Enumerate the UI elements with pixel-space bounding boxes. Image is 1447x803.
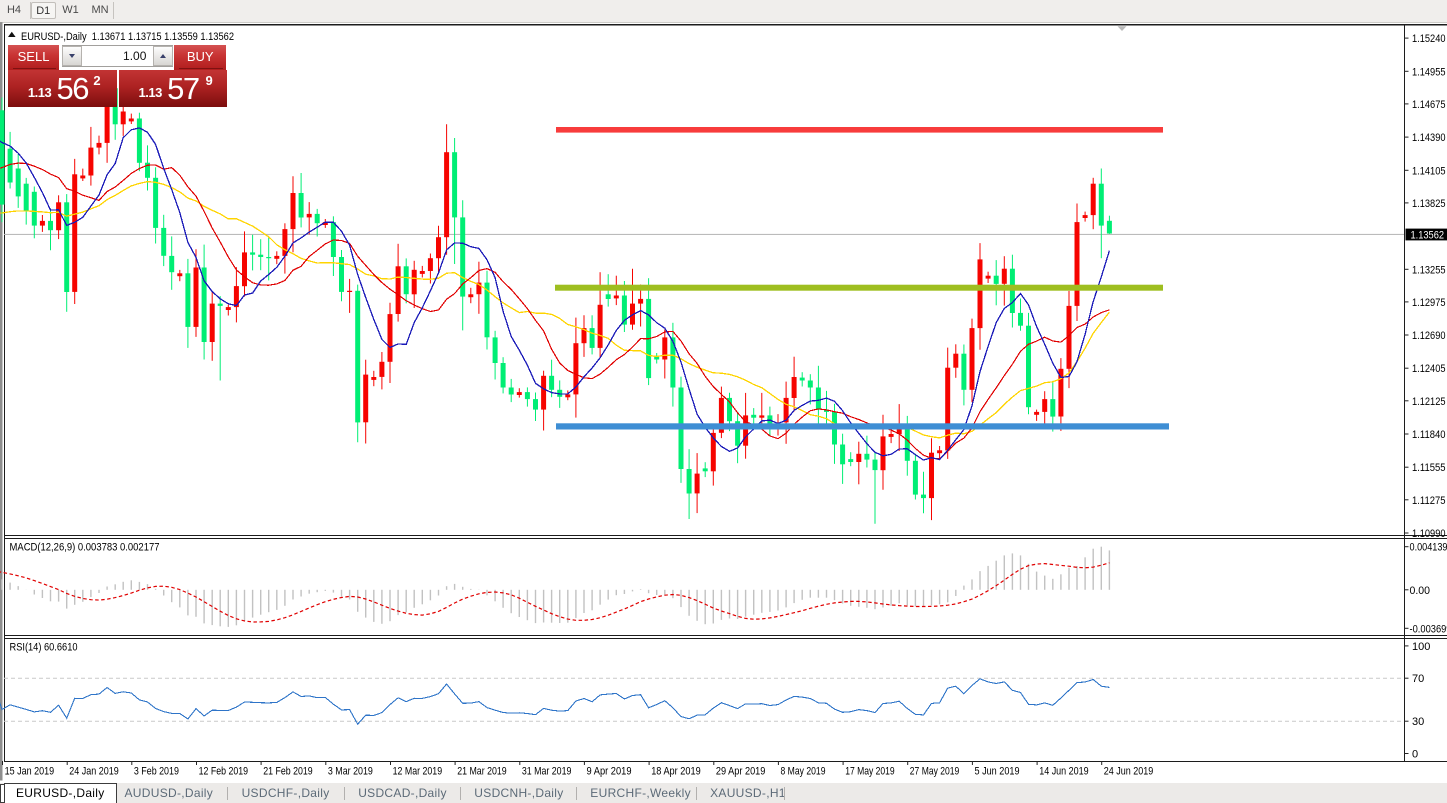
svg-text:-0.003699: -0.003699	[1410, 623, 1447, 635]
svg-text:21 Feb 2019: 21 Feb 2019	[263, 766, 313, 778]
svg-text:70: 70	[1412, 673, 1424, 685]
svg-text:1.15240: 1.15240	[1412, 33, 1446, 45]
svg-text:1.11275: 1.11275	[1412, 495, 1446, 507]
svg-text:MACD(12,26,9) 0.003783 0.00217: MACD(12,26,9) 0.003783 0.002177	[10, 542, 160, 554]
svg-text:100: 100	[1412, 641, 1430, 653]
svg-text:3 Mar 2019: 3 Mar 2019	[328, 766, 373, 778]
svg-text:0.00: 0.00	[1410, 585, 1431, 597]
svg-text:18 Apr 2019: 18 Apr 2019	[651, 766, 701, 778]
svg-text:15 Jan 2019: 15 Jan 2019	[5, 766, 55, 778]
svg-text:24 Jan 2019: 24 Jan 2019	[69, 766, 119, 778]
svg-text:1.13825: 1.13825	[1412, 198, 1446, 210]
svg-text:12 Feb 2019: 12 Feb 2019	[199, 766, 249, 778]
svg-text:31 Mar 2019: 31 Mar 2019	[522, 766, 572, 778]
svg-text:1.12125: 1.12125	[1412, 396, 1446, 408]
svg-text:12 Mar 2019: 12 Mar 2019	[393, 766, 443, 778]
svg-text:17 May 2019: 17 May 2019	[845, 766, 895, 778]
svg-text:1.14105: 1.14105	[1412, 165, 1446, 177]
svg-text:1.11555: 1.11555	[1412, 462, 1446, 474]
svg-text:14 Jun 2019: 14 Jun 2019	[1039, 766, 1089, 778]
svg-text:5 Jun 2019: 5 Jun 2019	[975, 766, 1020, 778]
svg-text:21 Mar 2019: 21 Mar 2019	[457, 766, 507, 778]
svg-text:1.14955: 1.14955	[1412, 66, 1446, 78]
svg-text:1.13255: 1.13255	[1412, 264, 1446, 276]
svg-text:1.12405: 1.12405	[1412, 363, 1446, 375]
svg-text:0: 0	[1412, 749, 1418, 761]
svg-text:24 Jun 2019: 24 Jun 2019	[1104, 766, 1154, 778]
svg-text:30: 30	[1412, 716, 1424, 728]
svg-text:1.14390: 1.14390	[1412, 132, 1446, 144]
svg-text:0.004139: 0.004139	[1410, 542, 1447, 554]
svg-text:1.13562: 1.13562	[1411, 229, 1445, 241]
svg-text:9 Apr 2019: 9 Apr 2019	[587, 766, 632, 778]
svg-text:29 Apr 2019: 29 Apr 2019	[716, 766, 766, 778]
svg-text:RSI(14) 60.6610: RSI(14) 60.6610	[10, 642, 78, 654]
svg-text:1.11840: 1.11840	[1412, 429, 1446, 441]
svg-text:EURUSD-,Daily 1.13671 1.13715: EURUSD-,Daily 1.13671 1.13715 1.13559 1.…	[21, 31, 234, 43]
svg-text:1.14675: 1.14675	[1412, 99, 1446, 111]
svg-text:1.12975: 1.12975	[1412, 297, 1446, 309]
svg-text:1.12690: 1.12690	[1412, 330, 1446, 342]
svg-text:8 May 2019: 8 May 2019	[781, 766, 826, 778]
svg-text:1.10990: 1.10990	[1412, 528, 1446, 540]
svg-text:27 May 2019: 27 May 2019	[910, 766, 960, 778]
svg-text:3 Feb 2019: 3 Feb 2019	[134, 766, 179, 778]
